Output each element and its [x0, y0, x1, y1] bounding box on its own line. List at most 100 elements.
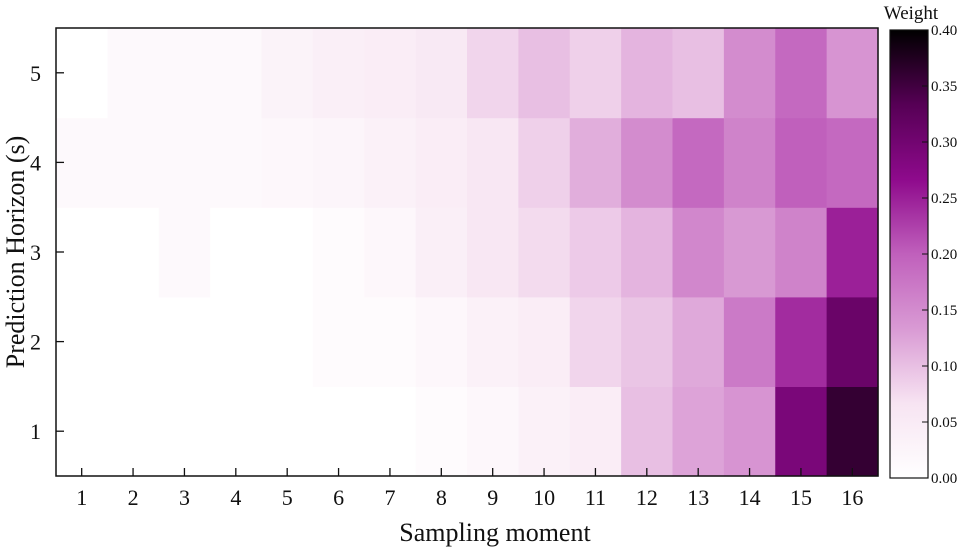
heatmap-cell [518, 207, 571, 298]
x-tick-label: 12 [636, 485, 658, 510]
heatmap-cell [415, 207, 468, 298]
heatmap-cell [826, 207, 879, 298]
heatmap-cell [467, 28, 519, 119]
heatmap-cell [261, 117, 314, 208]
y-tick-label: 3 [30, 240, 41, 265]
heatmap-cell [775, 386, 828, 477]
y-axis: 1 2 3 4 5 [30, 61, 64, 444]
heatmap-cell [672, 117, 725, 208]
heatmap-cell [672, 386, 725, 477]
heatmap-cell [158, 386, 211, 477]
heatmap-cell [569, 207, 622, 298]
x-tick-label: 10 [533, 485, 555, 510]
x-tick-label: 9 [487, 485, 498, 510]
heatmap-cell [107, 296, 160, 387]
heatmap-cell [672, 207, 725, 298]
heatmap-cell [621, 296, 674, 387]
heatmap-cell [56, 386, 108, 477]
heatmap-cell [364, 207, 417, 298]
x-tick-label: 3 [179, 485, 190, 510]
y-tick-label: 4 [30, 150, 41, 175]
heatmap-cell [775, 28, 828, 119]
y-tick-label: 2 [30, 330, 41, 355]
heatmap-cell [672, 296, 725, 387]
heatmap-cell [621, 28, 674, 119]
heatmap-cell [312, 386, 365, 477]
x-axis-label: Sampling moment [399, 518, 591, 547]
heatmap-cell [312, 117, 365, 208]
heatmap-cell [518, 117, 571, 208]
heatmap-cell [775, 117, 828, 208]
heatmap-cell [569, 117, 622, 208]
heatmap-cell [158, 28, 211, 119]
heatmap-cell [518, 386, 571, 477]
heatmap-cell [107, 207, 160, 298]
heatmap-cell [569, 28, 622, 119]
y-axis-label: Prediction Horizon (s) [1, 136, 30, 369]
heatmap-cell [158, 296, 211, 387]
heatmap-cell [723, 207, 776, 298]
x-tick-label: 14 [739, 485, 761, 510]
x-tick-label: 11 [585, 485, 606, 510]
heatmap-cell [210, 117, 263, 208]
heatmap-cell [56, 207, 108, 298]
x-tick-label: 2 [128, 485, 139, 510]
heatmap-cell [415, 28, 468, 119]
heatmap-cell [312, 28, 365, 119]
heatmap-cell [56, 28, 108, 119]
heatmap-cell [826, 28, 879, 119]
colorbar-gradient [889, 29, 929, 479]
heatmap-cells [56, 28, 879, 477]
x-tick-label: 5 [282, 485, 293, 510]
heatmap-cell [826, 117, 879, 208]
heatmap-cell [56, 296, 108, 387]
colorbar-tick-label: 0.35 [931, 79, 957, 95]
heatmap-cell [826, 296, 879, 387]
colorbar-tick-label: 0.05 [931, 415, 957, 431]
heatmap-cell [467, 296, 519, 387]
heatmap-cell [364, 386, 417, 477]
heatmap-cell [312, 207, 365, 298]
heatmap-cell [415, 296, 468, 387]
heatmap-cell [723, 296, 776, 387]
heatmap-cell [415, 117, 468, 208]
x-tick-label: 13 [687, 485, 709, 510]
colorbar-tick-label: 0.00 [931, 471, 957, 487]
heatmap-cell [723, 117, 776, 208]
heatmap-cell [775, 207, 828, 298]
x-tick-label: 15 [790, 485, 812, 510]
heatmap-cell [261, 28, 314, 119]
heatmap-cell [261, 386, 314, 477]
x-tick-label: 7 [384, 485, 395, 510]
heatmap-cell [775, 296, 828, 387]
heatmap-cell [569, 386, 622, 477]
x-tick-label: 16 [841, 485, 863, 510]
x-tick-label: 6 [333, 485, 344, 510]
heatmap-cell [723, 386, 776, 477]
heatmap-cell [364, 28, 417, 119]
heatmap-cell [261, 207, 314, 298]
x-axis: 1 2 3 4 5 6 7 8 9 10 11 12 13 14 15 16 [76, 468, 863, 510]
heatmap-cell [621, 386, 674, 477]
heatmap-cell [723, 28, 776, 119]
heatmap-cell [107, 117, 160, 208]
y-tick-label: 5 [30, 61, 41, 86]
heatmap-cell [56, 117, 108, 208]
heatmap-cell [210, 296, 263, 387]
y-tick-label: 1 [30, 419, 41, 444]
heatmap-cell [672, 28, 725, 119]
heatmap-cell [826, 386, 879, 477]
heatmap-cell [467, 386, 519, 477]
colorbar-tick-label: 0.10 [931, 359, 957, 375]
colorbar: Weight 0.000.050.100.150.200.250.300.350… [884, 3, 957, 487]
colorbar-ticks: 0.00 0.05 0.10 0.15 0.20 0.25 0.30 0.35 0.40 [922, 23, 957, 487]
heatmap-cell [415, 386, 468, 477]
colorbar-tick-label: 0.40 [931, 23, 957, 39]
heatmap-cell [107, 386, 160, 477]
heatmap-cell [621, 117, 674, 208]
heatmap-cell [158, 207, 211, 298]
heatmap-cell [312, 296, 365, 387]
heatmap-cell [210, 386, 263, 477]
